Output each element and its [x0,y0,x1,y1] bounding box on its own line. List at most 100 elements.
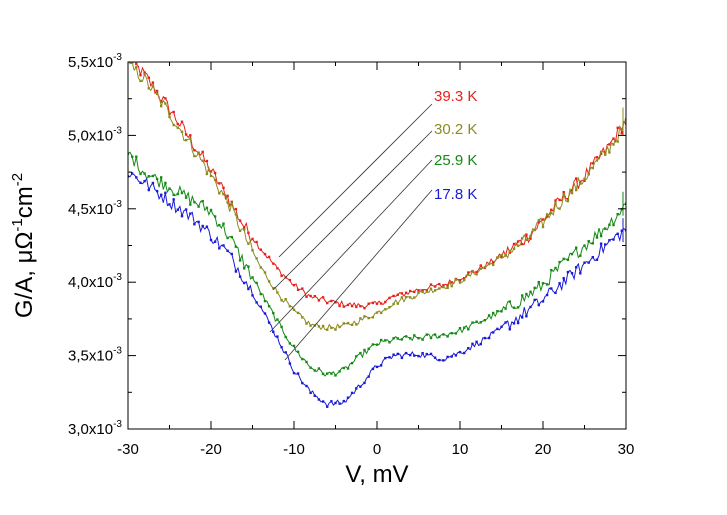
data-point [400,356,404,360]
data-point [168,187,171,190]
data-point [176,192,179,196]
data-point [587,173,590,176]
data-point [342,305,345,308]
data-point [591,162,594,165]
data-point [363,315,366,318]
data-point [562,277,565,280]
data-point [222,193,225,196]
data-point [438,287,441,290]
data-point [164,191,167,194]
data-point [180,130,184,133]
data-point [612,137,615,140]
data-point [131,155,134,158]
data-point [255,281,258,285]
series-30-2-k [128,62,626,331]
data-point [558,198,561,202]
data-point [570,189,574,192]
data-point [458,327,462,330]
data-point [429,352,433,356]
data-point [608,239,611,242]
data-point [417,291,420,294]
data-point [346,367,350,370]
data-point [388,341,391,344]
data-point [164,181,167,185]
data-point [404,295,408,299]
data-point [384,339,387,342]
data-point [326,405,329,408]
data-point [384,356,387,360]
data-point [371,316,375,319]
data-point [479,267,482,270]
data-point [421,289,424,292]
data-point [570,252,574,256]
data-point [529,305,532,309]
data-point [209,170,213,173]
data-point [425,290,428,293]
data-point [234,245,238,248]
data-point [367,347,370,350]
data-point [467,273,470,276]
data-point [446,335,449,338]
data-point [172,123,175,127]
data-point [554,266,557,270]
data-point [442,285,445,289]
data-point [251,237,254,241]
data-point [475,273,478,276]
data-point [193,223,196,226]
data-point [471,342,474,345]
x-tick-label: -20 [200,441,222,458]
data-point [164,97,167,100]
data-point [463,326,466,329]
data-point [384,308,387,311]
data-point [512,306,516,309]
data-point [417,337,420,340]
data-point [450,284,453,288]
data-point [143,73,146,76]
legend-label: 39.3 K [434,88,477,105]
data-point [309,294,312,298]
data-point [458,279,462,282]
data-point [541,218,545,221]
data-point [504,253,507,256]
data-point [135,155,138,158]
data-point [288,305,292,308]
data-point [442,284,445,287]
data-point [396,352,399,356]
data-point [160,193,163,196]
data-point [367,375,370,378]
data-point [521,316,524,319]
data-point [276,291,279,294]
data-point [595,159,599,162]
data-point [276,267,279,270]
data-point [338,325,341,329]
data-point [421,290,424,293]
data-point [595,236,599,239]
data-point [550,268,553,272]
data-point [570,272,574,275]
data-point [151,84,155,88]
data-point [151,174,155,178]
data-point [243,226,246,229]
data-point [251,249,254,252]
data-point [334,374,337,377]
data-point [280,274,283,277]
data-point [508,251,511,254]
x-axis-label: V, mV [345,461,408,488]
data-point [392,302,395,306]
data-point [243,267,246,270]
data-point [309,366,312,369]
data-point [516,306,520,309]
data-point [267,280,271,283]
data-point [189,134,192,137]
data-point [213,171,217,175]
data-point [371,367,375,371]
data-point [247,242,250,245]
data-point [562,257,565,261]
data-point [342,366,345,370]
data-point [616,232,619,235]
data-point [516,244,520,247]
data-point [433,356,437,359]
data-point [193,149,196,152]
data-point [143,180,146,183]
